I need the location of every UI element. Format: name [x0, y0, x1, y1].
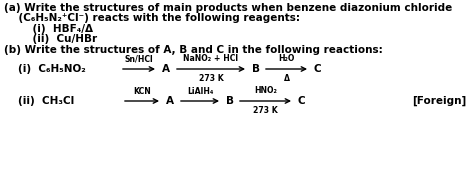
- Text: (C₆H₅N₂⁺Cl⁻) reacts with the following reagents:: (C₆H₅N₂⁺Cl⁻) reacts with the following r…: [4, 13, 300, 23]
- Text: (a) Write the structures of main products when benzene diazonium chloride: (a) Write the structures of main product…: [4, 3, 452, 13]
- Text: (i)  HBF₄/Δ: (i) HBF₄/Δ: [18, 24, 93, 34]
- Text: (i)  C₆H₅NO₂: (i) C₆H₅NO₂: [18, 64, 86, 74]
- Text: Sn/HCl: Sn/HCl: [125, 55, 154, 64]
- Text: C: C: [298, 96, 306, 106]
- Text: B: B: [252, 64, 260, 74]
- Text: NaNO₂ + HCl: NaNO₂ + HCl: [183, 54, 238, 63]
- Text: (ii)  Cu/HBr: (ii) Cu/HBr: [18, 34, 97, 44]
- Text: (ii)  CH₃Cl: (ii) CH₃Cl: [18, 96, 74, 106]
- Text: C: C: [314, 64, 322, 74]
- Text: [Foreign]: [Foreign]: [412, 96, 466, 106]
- Text: H₂O: H₂O: [278, 54, 295, 63]
- Text: B: B: [226, 96, 234, 106]
- Text: 273 K: 273 K: [199, 74, 223, 83]
- Text: Δ: Δ: [283, 74, 290, 83]
- Text: A: A: [162, 64, 170, 74]
- Text: KCN: KCN: [133, 87, 151, 96]
- Text: LiAlH₄: LiAlH₄: [187, 87, 213, 96]
- Text: A: A: [166, 96, 174, 106]
- Text: (b) Write the structures of A, B and C in the following reactions:: (b) Write the structures of A, B and C i…: [4, 45, 383, 55]
- Text: 273 K: 273 K: [253, 106, 278, 115]
- Text: HNO₂: HNO₂: [254, 86, 277, 95]
